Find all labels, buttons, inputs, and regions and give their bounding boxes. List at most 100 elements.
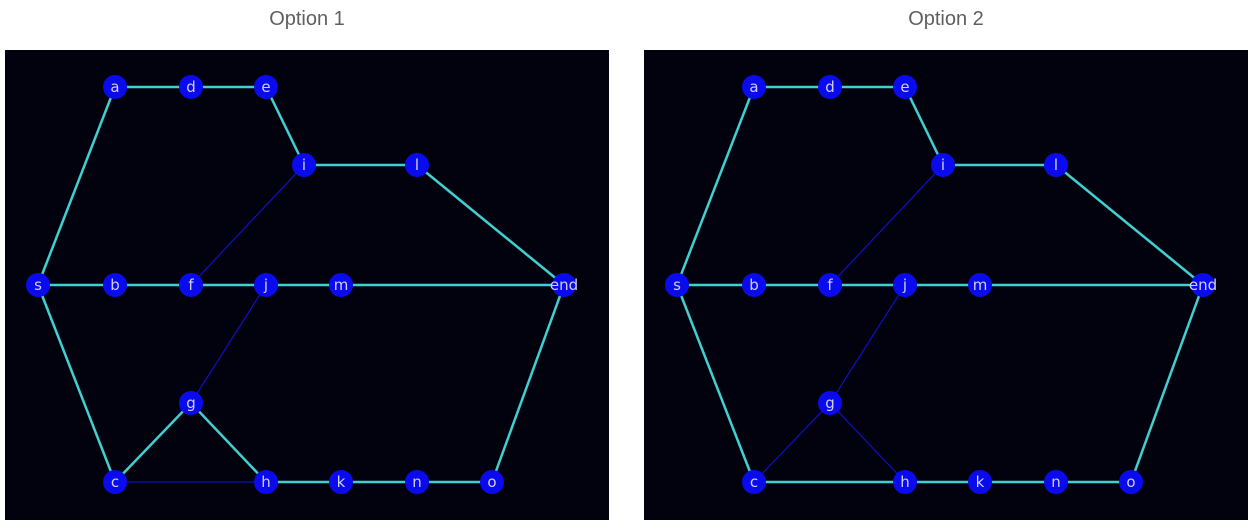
node-e: e [254, 75, 278, 99]
edge-j-g [190, 284, 267, 404]
node-g: g [818, 391, 842, 415]
node-circle [968, 273, 992, 297]
node-label: n [412, 473, 422, 491]
edge-c-g [753, 402, 831, 483]
highlighted-edge-s-a [675, 86, 756, 286]
node-m: m [968, 273, 992, 297]
node-circle [818, 75, 842, 99]
node-label: i [302, 156, 306, 174]
node-j: j [254, 273, 278, 297]
node-b: b [742, 273, 766, 297]
highlighted-edge-c-g [114, 402, 192, 483]
node-label: h [900, 473, 910, 491]
node-o: o [1119, 470, 1143, 494]
node-label: b [749, 276, 759, 294]
highlighted-edge-s-c [675, 284, 756, 483]
node-circle [1191, 273, 1215, 297]
node-label: m [973, 276, 988, 294]
node-i: i [292, 153, 316, 177]
node-circle [552, 273, 576, 297]
option-1-panel: Option 1 s a d e i l b f j m end g c h k n o [5, 0, 609, 529]
node-circle [179, 391, 203, 415]
node-circle [103, 273, 127, 297]
node-label: g [825, 394, 835, 412]
node-h: h [254, 470, 278, 494]
node-circle [179, 75, 203, 99]
node-label: s [673, 276, 681, 294]
node-circle [742, 75, 766, 99]
node-label: l [415, 156, 419, 174]
node-label: end [1189, 276, 1217, 294]
option-1-graph-svg: s a d e i l b f j m end g c h k n o [5, 50, 609, 520]
node-label: k [337, 473, 346, 491]
highlighted-edge-l-end [416, 164, 565, 286]
node-label: n [1051, 473, 1061, 491]
node-circle [968, 470, 992, 494]
node-end: end [550, 273, 578, 297]
highlighted-edge-g-h [190, 402, 267, 483]
node-label: f [827, 276, 833, 294]
option-1-graph: s a d e i l b f j m end g c h k n o [5, 50, 609, 520]
highlighted-edge-s-c [36, 284, 117, 483]
node-circle [893, 273, 917, 297]
node-c: c [742, 470, 766, 494]
edge-g-h [829, 402, 906, 483]
node-circle [1044, 470, 1068, 494]
node-n: n [1044, 470, 1068, 494]
edge-j-g [829, 284, 906, 404]
node-circle [254, 75, 278, 99]
node-o: o [480, 470, 504, 494]
node-label: j [902, 276, 907, 294]
node-label: c [111, 473, 119, 491]
node-g: g [179, 391, 203, 415]
node-s: s [26, 273, 50, 297]
node-s: s [665, 273, 689, 297]
node-label: k [976, 473, 985, 491]
highlighted-edge-l-end [1055, 164, 1204, 286]
highlighted-edge-e-i [264, 86, 306, 166]
node-circle [103, 75, 127, 99]
highlighted-edge-o-end [1129, 284, 1205, 483]
node-label: e [261, 78, 270, 96]
node-a: a [742, 75, 766, 99]
node-d: d [818, 75, 842, 99]
edge-i-f [190, 164, 305, 286]
node-label: d [825, 78, 835, 96]
option-2-title: Option 2 [908, 8, 984, 30]
edge-i-f [829, 164, 944, 286]
node-l: l [405, 153, 429, 177]
node-label: c [750, 473, 758, 491]
highlighted-edge-e-i [903, 86, 945, 166]
node-label: a [110, 78, 119, 96]
node-n: n [405, 470, 429, 494]
node-circle [254, 273, 278, 297]
node-circle [26, 273, 50, 297]
node-circle [480, 470, 504, 494]
node-label: f [188, 276, 194, 294]
node-k: k [968, 470, 992, 494]
node-m: m [329, 273, 353, 297]
node-label: g [186, 394, 196, 412]
node-circle [893, 75, 917, 99]
node-circle [329, 273, 353, 297]
node-circle [1044, 153, 1068, 177]
node-label: s [34, 276, 42, 294]
node-j: j [893, 273, 917, 297]
highlighted-edge-o-end [490, 284, 566, 483]
node-c: c [103, 470, 127, 494]
node-circle [179, 273, 203, 297]
node-l: l [1044, 153, 1068, 177]
node-k: k [329, 470, 353, 494]
node-a: a [103, 75, 127, 99]
node-d: d [179, 75, 203, 99]
node-e: e [893, 75, 917, 99]
node-label: o [1126, 473, 1135, 491]
node-circle [103, 470, 127, 494]
node-label: j [263, 276, 268, 294]
node-i: i [931, 153, 955, 177]
node-b: b [103, 273, 127, 297]
node-circle [818, 273, 842, 297]
node-circle [1119, 470, 1143, 494]
node-f: f [179, 273, 203, 297]
node-circle [742, 273, 766, 297]
